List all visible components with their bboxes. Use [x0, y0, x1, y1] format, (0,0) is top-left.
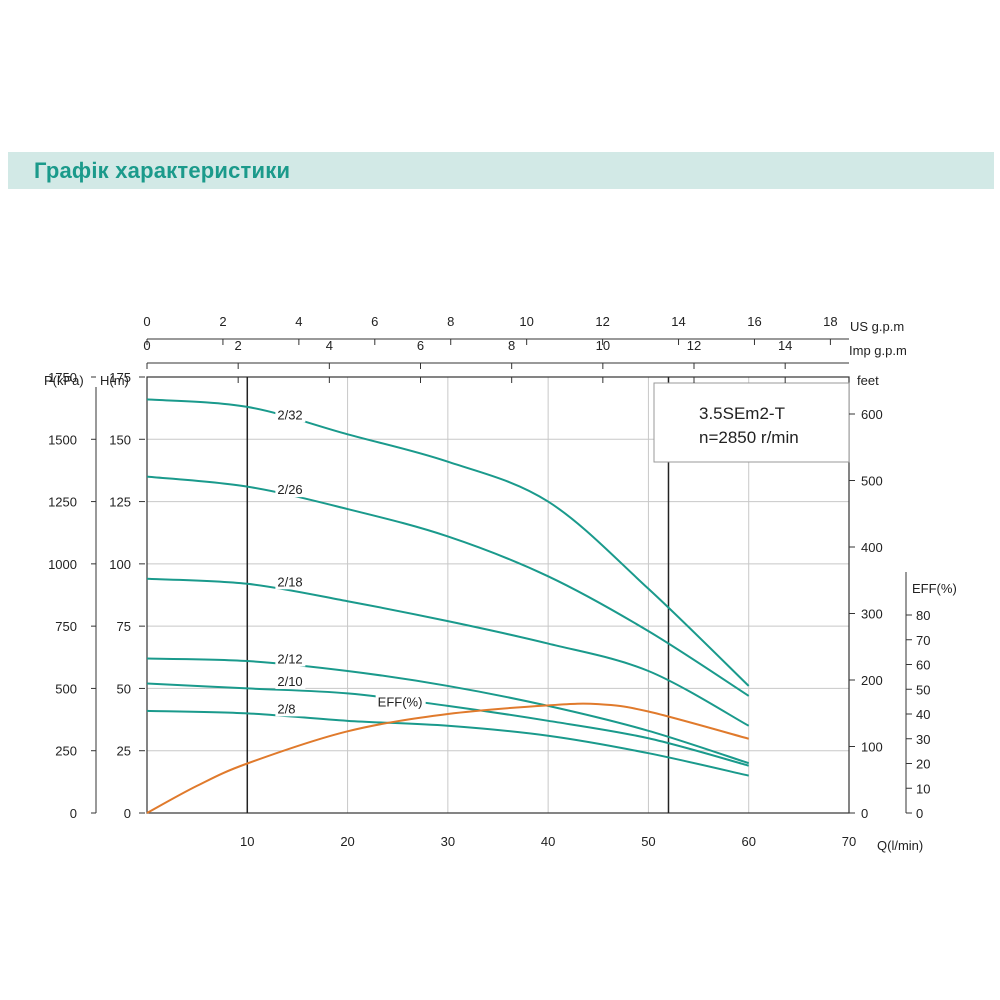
series-label-bg [275, 574, 306, 590]
series-line-EFF [146, 702, 749, 814]
eff-tick-label: 30 [916, 732, 930, 747]
model-speed: n=2850 r/min [699, 428, 799, 447]
feet-tick-label: 100 [861, 740, 883, 755]
x-tick-label: 10 [240, 834, 254, 849]
top-axis-tick-label: 8 [447, 314, 454, 329]
eff-tick-label: 70 [916, 633, 930, 648]
p-tick-label: 1500 [48, 432, 77, 447]
eff-tick-label: 60 [916, 658, 930, 673]
top-axis-tick-label: 14 [671, 314, 685, 329]
p-tick-label: 750 [55, 619, 77, 634]
h-tick-label: 100 [109, 557, 131, 572]
top-axis-unit: Imp g.p.m [849, 343, 907, 358]
p-tick-label: 1750 [48, 370, 77, 385]
eff-axis-label: EFF(%) [912, 581, 957, 596]
top-axis-tick-label: 0 [143, 338, 150, 353]
feet-tick-label: 400 [861, 540, 883, 555]
model-box [653, 382, 850, 463]
eff-tick-label: 40 [916, 707, 930, 722]
h-tick-label: 75 [117, 619, 131, 634]
x-tick-label: 20 [340, 834, 354, 849]
eff-tick-label: 50 [916, 682, 930, 697]
top-axis-tick-label: 2 [219, 314, 226, 329]
x-tick-label: 60 [741, 834, 755, 849]
series-line-226 [146, 475, 750, 697]
top-axis-tick-label: 12 [687, 338, 701, 353]
series-line-218 [146, 577, 750, 727]
x-axis-label: Q(l/min) [877, 838, 923, 853]
eff-tick-label: 0 [916, 806, 923, 821]
plot-frame [146, 376, 850, 814]
series-label: 2/26 [277, 482, 302, 497]
series-label-bg [375, 694, 426, 710]
series-label: 2/8 [277, 701, 295, 716]
eff-tick-label: 20 [916, 757, 930, 772]
top-axis-tick-label: 12 [595, 314, 609, 329]
top-axis-tick-label: 4 [326, 338, 333, 353]
model-name: 3.5SEm2-T [699, 404, 785, 423]
p-tick-label: 1000 [48, 557, 77, 572]
series-line-212 [146, 657, 750, 765]
x-tick-label: 50 [641, 834, 655, 849]
feet-axis-label: feet [857, 373, 879, 388]
p-tick-label: 250 [55, 744, 77, 759]
h-tick-label: 0 [124, 806, 131, 821]
header-banner: Графік характеристики [8, 152, 994, 189]
p-axis-label: P(kPa) [44, 373, 84, 388]
series-line-210 [146, 682, 749, 767]
series-label-bg [275, 651, 306, 667]
feet-tick-label: 200 [861, 673, 883, 688]
h-tick-label: 50 [117, 681, 131, 696]
feet-tick-label: 500 [861, 474, 883, 489]
top-axis-tick-label: 10 [519, 314, 533, 329]
top-axis-tick-label: 10 [596, 338, 610, 353]
series-label: 2/32 [277, 407, 302, 422]
top-axis-tick-label: 16 [747, 314, 761, 329]
h-tick-label: 150 [109, 432, 131, 447]
series-label: 2/18 [277, 574, 302, 589]
top-axis-tick-label: 0 [143, 314, 150, 329]
series-label-bg [275, 482, 306, 498]
feet-tick-label: 0 [861, 806, 868, 821]
top-axis-tick-label: 8 [508, 338, 515, 353]
feet-tick-label: 600 [861, 407, 883, 422]
eff-tick-label: 10 [916, 781, 930, 796]
h-axis-label: H(m) [100, 373, 129, 388]
series-label: 2/12 [277, 652, 302, 667]
feet-tick-label: 300 [861, 607, 883, 622]
page-title: Графік характеристики [34, 158, 291, 183]
series-label-bg [275, 407, 306, 423]
series-label: EFF(%) [378, 695, 423, 710]
series-line-28 [146, 709, 749, 777]
p-tick-label: 1250 [48, 495, 77, 510]
top-axis-tick-label: 18 [823, 314, 837, 329]
series-label-bg [275, 701, 306, 717]
series-line-232 [146, 398, 750, 687]
h-tick-label: 25 [117, 744, 131, 759]
top-axis-tick-label: 14 [778, 338, 792, 353]
eff-tick-label: 80 [916, 608, 930, 623]
x-tick-label: 40 [541, 834, 555, 849]
top-axis-tick-label: 6 [417, 338, 424, 353]
p-tick-label: 500 [55, 681, 77, 696]
series-label: 2/10 [277, 674, 302, 689]
top-axis-tick-label: 4 [295, 314, 302, 329]
top-axis-unit: US g.p.m [850, 319, 904, 334]
h-tick-label: 175 [109, 370, 131, 385]
h-tick-label: 125 [109, 495, 131, 510]
x-tick-label: 30 [441, 834, 455, 849]
x-tick-label: 70 [842, 834, 856, 849]
series-label-bg [275, 673, 306, 689]
p-tick-label: 0 [70, 806, 77, 821]
top-axis-tick-label: 6 [371, 314, 378, 329]
top-axis-tick-label: 2 [235, 338, 242, 353]
